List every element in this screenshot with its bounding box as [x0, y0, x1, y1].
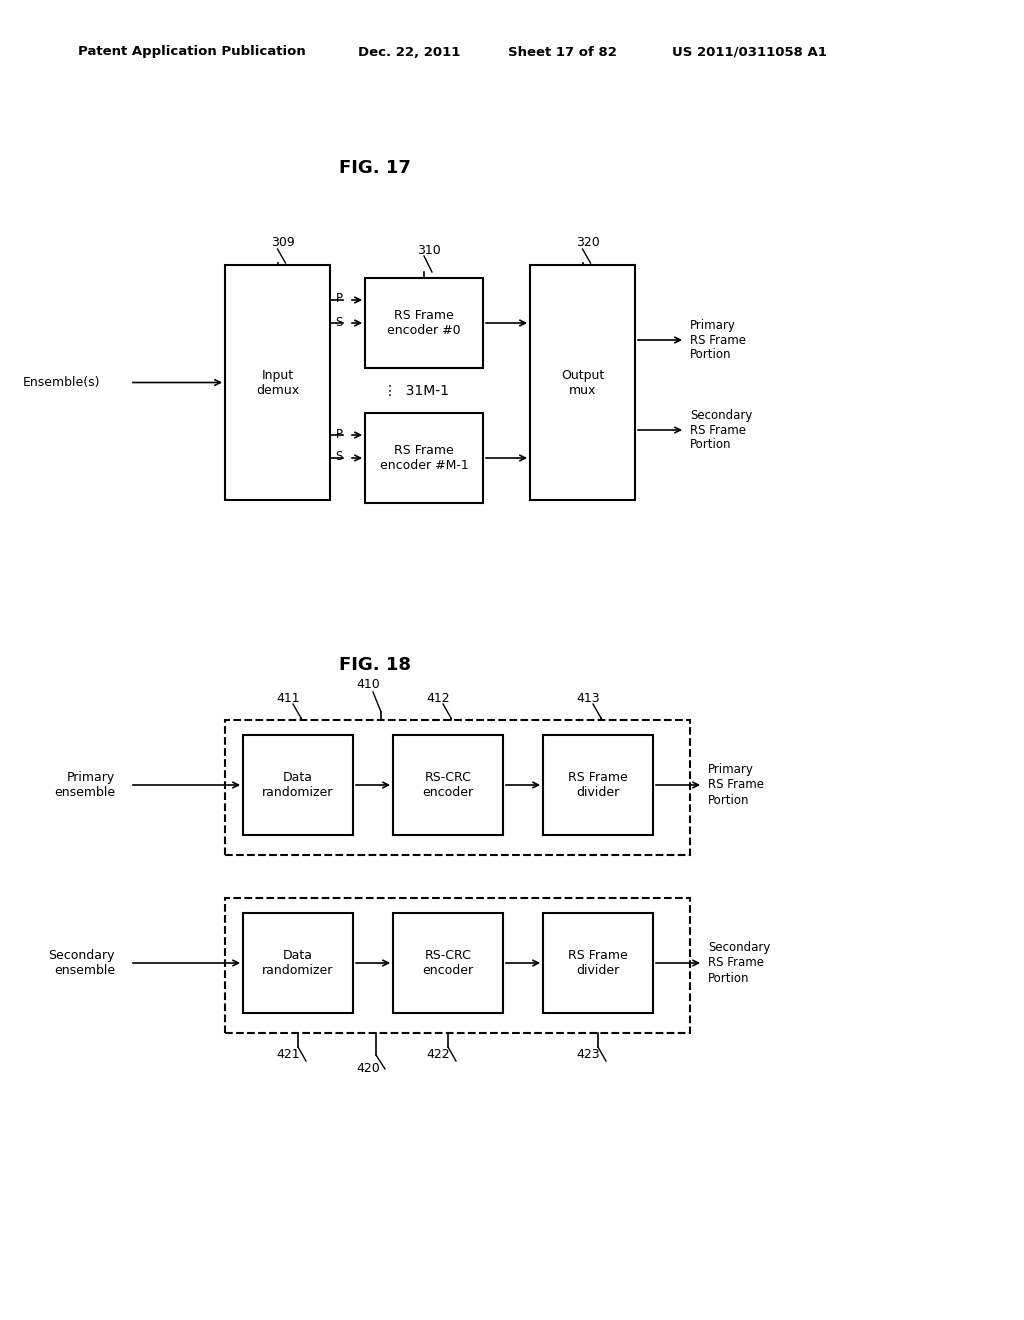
Text: Ensemble(s): Ensemble(s) [23, 376, 100, 389]
Text: S: S [336, 315, 343, 329]
Text: Secondary
ensemble: Secondary ensemble [48, 949, 115, 977]
Bar [243, 735, 353, 836]
Text: 420: 420 [356, 1063, 380, 1076]
Text: S: S [336, 450, 343, 463]
Text: RS Frame
divider: RS Frame divider [568, 949, 628, 977]
Text: Primary
RS Frame
Portion: Primary RS Frame Portion [690, 318, 746, 362]
Text: Primary
ensemble: Primary ensemble [54, 771, 115, 799]
Text: 309: 309 [270, 236, 294, 249]
Text: ⋮  31M-1: ⋮ 31M-1 [383, 384, 449, 397]
Bar [543, 913, 653, 1012]
Text: 423: 423 [577, 1048, 600, 1061]
Text: FIG. 17: FIG. 17 [339, 158, 411, 177]
Bar [530, 265, 635, 500]
Text: RS-CRC
encoder: RS-CRC encoder [423, 771, 473, 799]
Bar [393, 735, 503, 836]
Text: 310: 310 [417, 243, 441, 256]
Text: P: P [336, 293, 343, 305]
Text: Data
randomizer: Data randomizer [262, 771, 334, 799]
Bar [393, 913, 503, 1012]
Bar [365, 279, 483, 368]
Text: 410: 410 [356, 678, 380, 692]
Bar [243, 913, 353, 1012]
Text: FIG. 18: FIG. 18 [339, 656, 411, 675]
Text: Secondary
RS Frame
Portion: Secondary RS Frame Portion [708, 941, 770, 985]
Text: RS Frame
encoder #M-1: RS Frame encoder #M-1 [380, 444, 468, 473]
Text: Secondary
RS Frame
Portion: Secondary RS Frame Portion [690, 408, 753, 451]
Text: US 2011/0311058 A1: US 2011/0311058 A1 [672, 45, 826, 58]
Text: Output
mux: Output mux [561, 368, 604, 396]
Bar [365, 413, 483, 503]
Text: Data
randomizer: Data randomizer [262, 949, 334, 977]
Bar [225, 265, 330, 500]
Text: Primary
RS Frame
Portion: Primary RS Frame Portion [708, 763, 764, 807]
Text: Patent Application Publication: Patent Application Publication [78, 45, 306, 58]
Text: 413: 413 [577, 692, 600, 705]
Text: RS Frame
divider: RS Frame divider [568, 771, 628, 799]
Text: Sheet 17 of 82: Sheet 17 of 82 [508, 45, 616, 58]
Text: RS Frame
encoder #0: RS Frame encoder #0 [387, 309, 461, 337]
Text: 411: 411 [276, 692, 300, 705]
Bar [543, 735, 653, 836]
Bar [225, 898, 690, 1034]
Bar [225, 719, 690, 855]
Text: 412: 412 [426, 692, 450, 705]
Text: Dec. 22, 2011: Dec. 22, 2011 [358, 45, 461, 58]
Text: Input
demux: Input demux [256, 368, 299, 396]
Text: 421: 421 [276, 1048, 300, 1061]
Text: P: P [336, 428, 343, 441]
Text: 422: 422 [426, 1048, 450, 1061]
Text: 320: 320 [575, 236, 599, 249]
Text: RS-CRC
encoder: RS-CRC encoder [423, 949, 473, 977]
